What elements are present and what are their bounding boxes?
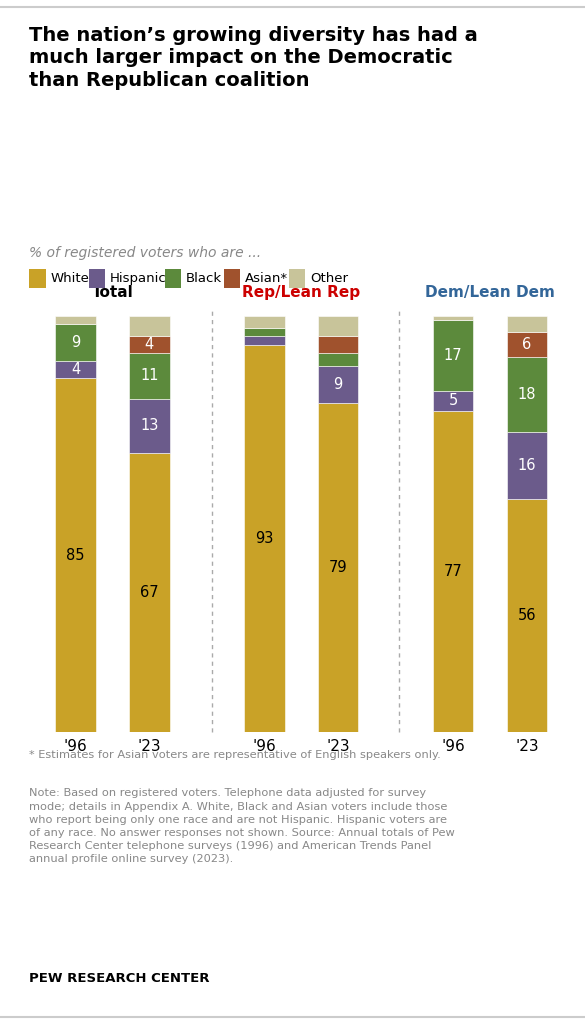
Bar [56,324,96,361]
Bar [129,453,170,732]
Text: 18: 18 [518,387,536,402]
Bar [129,353,170,399]
Text: PEW RESEARCH CENTER: PEW RESEARCH CENTER [29,972,210,985]
Text: 56: 56 [518,608,536,623]
Text: 77: 77 [444,564,463,580]
Text: 11: 11 [140,369,159,383]
Text: 13: 13 [140,419,159,433]
Bar [507,432,547,499]
Bar [433,319,473,390]
Text: 67: 67 [140,585,159,600]
Text: 4: 4 [71,362,80,377]
Title: Dem/Lean Dem: Dem/Lean Dem [425,286,555,300]
Text: Hispanic: Hispanic [110,272,167,285]
Bar [129,399,170,453]
Bar [433,390,473,412]
Text: 9: 9 [333,377,343,392]
Bar [56,378,96,732]
Bar [318,366,359,403]
Text: 17: 17 [444,347,463,362]
Title: Total: Total [92,286,133,300]
Text: 9: 9 [71,335,80,350]
Text: % of registered voters who are ...: % of registered voters who are ... [29,246,261,260]
Text: Note: Based on registered voters. Telephone data adjusted for survey
mode; detai: Note: Based on registered voters. Teleph… [29,788,455,864]
Bar [244,328,285,336]
Text: 85: 85 [66,548,85,562]
Bar [507,315,547,332]
Bar [507,357,547,432]
Bar [433,315,473,319]
Text: 4: 4 [144,337,154,352]
Text: * Estimates for Asian voters are representative of English speakers only.: * Estimates for Asian voters are represe… [29,750,441,760]
Bar [56,315,96,324]
Bar [244,336,285,345]
Bar [244,315,285,328]
Text: 5: 5 [449,393,458,409]
Bar [318,336,359,353]
Bar [507,499,547,732]
Text: Black: Black [186,272,222,285]
Bar [318,315,359,336]
Bar [244,345,285,732]
Bar [129,315,170,336]
Text: Asian*: Asian* [245,272,288,285]
Text: 79: 79 [329,560,347,575]
Text: 16: 16 [518,458,536,473]
Text: White: White [50,272,89,285]
Bar [56,361,96,378]
Bar [433,412,473,732]
Text: The nation’s growing diversity has had a
much larger impact on the Democratic
th: The nation’s growing diversity has had a… [29,26,478,90]
Text: 6: 6 [522,337,532,352]
Text: 93: 93 [255,530,274,546]
Bar [318,403,359,732]
Bar [129,336,170,353]
Text: Other: Other [310,272,348,285]
Bar [318,353,359,366]
Bar [507,332,547,357]
Title: Rep/Lean Rep: Rep/Lean Rep [242,286,360,300]
